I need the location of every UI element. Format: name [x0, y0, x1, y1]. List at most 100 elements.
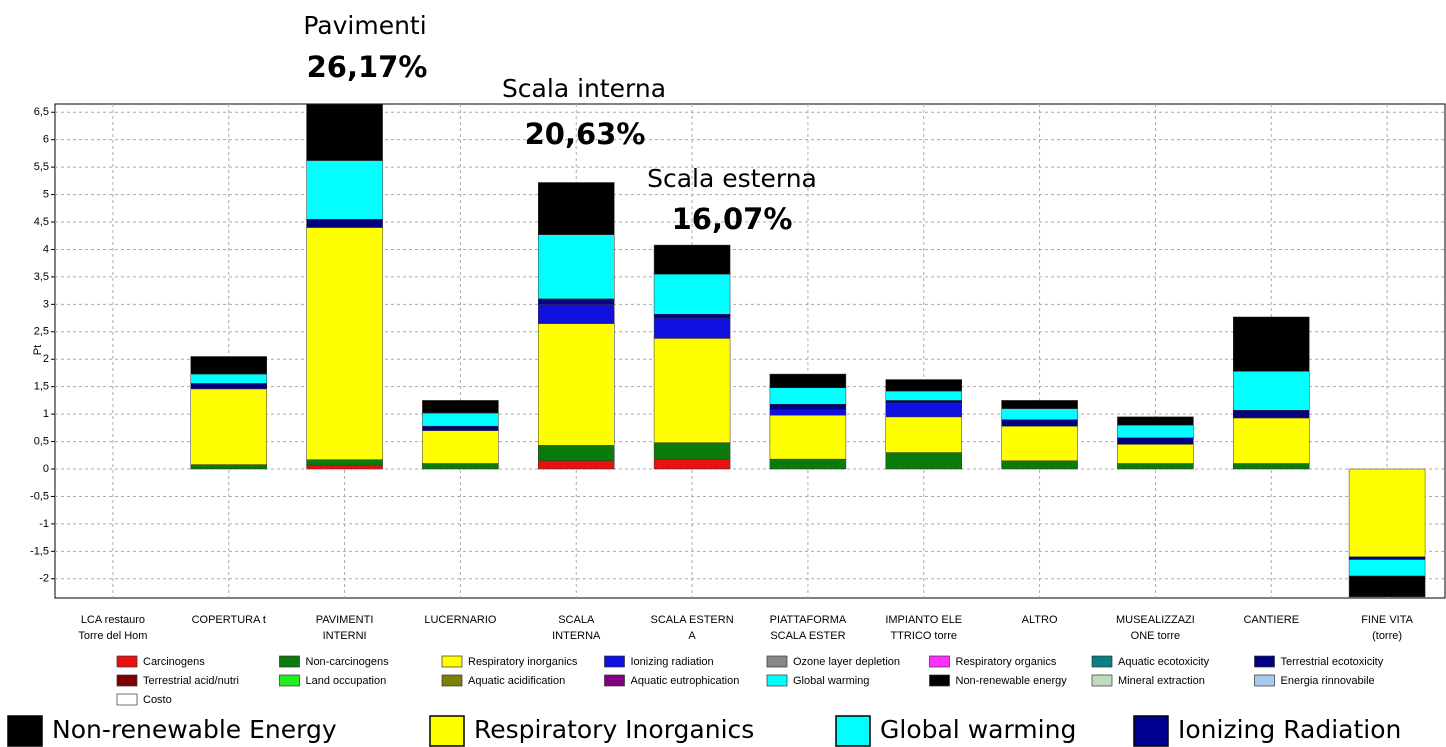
- bar-segment: [769, 373, 847, 389]
- bar-segment: [1117, 444, 1194, 464]
- plot-area: [54, 103, 1446, 599]
- legend-label: Global warming: [793, 675, 869, 687]
- bar-segment: [190, 388, 267, 465]
- y-tick-label: 2: [43, 353, 49, 365]
- y-tick-label: 2,5: [34, 326, 49, 338]
- bar-segment: [769, 458, 847, 470]
- legend-swatch: [116, 674, 138, 687]
- x-tick-label: SCALA INTERNA: [552, 614, 601, 642]
- x-tick-label: LUCERNARIO: [424, 614, 497, 626]
- legend-label: Energia rinnovabile: [1281, 675, 1375, 687]
- legend-swatch: [1091, 674, 1113, 687]
- bar-segment: [653, 442, 731, 460]
- annotation-share: 20,63%: [525, 117, 646, 151]
- y-tick-label: 1: [43, 408, 49, 420]
- bar-segment: [1233, 417, 1310, 464]
- x-tick-label: FINE VITA (torre): [1361, 614, 1413, 642]
- bar-segment: [306, 104, 383, 161]
- legend-swatch: [279, 655, 300, 668]
- bar-segment: [1348, 559, 1426, 577]
- bar-segment: [1117, 437, 1194, 445]
- bar-segment: [190, 464, 267, 470]
- legend-swatch: [116, 655, 138, 668]
- bar-segment: [422, 463, 499, 470]
- bar-segment: [306, 459, 383, 466]
- bar-segment: [885, 379, 962, 392]
- legend-label: Terrestrial acid/nutri: [143, 675, 239, 687]
- bar-segment: [1117, 424, 1194, 438]
- bar-segment: [422, 425, 499, 431]
- y-tick-label: -0,5: [30, 490, 49, 502]
- bar-segment: [1348, 468, 1426, 558]
- annotation-title: Scala esterna: [647, 164, 817, 193]
- bar-segment: [653, 458, 731, 470]
- bars: [190, 104, 1426, 598]
- legend-label: Land occupation: [306, 675, 387, 687]
- bar-segment: [306, 464, 383, 470]
- legend-swatch: [766, 674, 788, 687]
- bar-segment: [422, 412, 499, 427]
- y-tick-label: 6,5: [34, 106, 49, 118]
- bar-segment: [190, 373, 267, 384]
- legend-label: Mineral extraction: [1118, 675, 1205, 687]
- legend-label: Respiratory organics: [956, 656, 1057, 668]
- legend-swatch: [929, 655, 950, 668]
- bar-segment: [538, 323, 615, 446]
- highlight-swatch: [429, 715, 465, 747]
- bar-segment: [1233, 371, 1310, 411]
- bar-segment: [769, 403, 847, 410]
- x-tick-label: CANTIERE: [1243, 614, 1299, 626]
- legend-swatch: [929, 674, 950, 687]
- highlight-swatch: [835, 715, 871, 747]
- x-tick-label: SCALA ESTERN A: [651, 614, 734, 642]
- x-tick-label: IMPIANTO ELE TTRICO torre: [885, 614, 962, 642]
- y-tick-label: -1: [39, 518, 49, 530]
- y-tick-label: 3,5: [34, 271, 49, 283]
- y-tick-label: 1,5: [34, 381, 49, 393]
- y-tick-label: -2: [39, 573, 49, 585]
- x-tick-label: MUSEALIZZAZI ONE torre: [1116, 614, 1195, 642]
- x-tick-label: ALTRO: [1022, 614, 1058, 626]
- legend-label: Ionizing radiation: [631, 656, 714, 668]
- y-tick-label: 5,5: [34, 161, 49, 173]
- x-tick-label: PAVIMENTI INTERNI: [316, 614, 374, 642]
- highlight-label: Non-renewable Energy: [52, 715, 337, 744]
- legend-swatch: [1091, 655, 1113, 668]
- bar-segment: [1233, 316, 1310, 372]
- bar-segment: [885, 452, 962, 470]
- bar-segment: [769, 414, 847, 460]
- bar-segment: [538, 445, 615, 462]
- bar-segment: [1001, 425, 1078, 462]
- highlight-label: Global warming: [880, 715, 1076, 744]
- legend-swatch: [1254, 674, 1275, 687]
- legend-swatch: [766, 655, 788, 668]
- highlight-label: Ionizing Radiation: [1178, 715, 1401, 744]
- bar-segment: [885, 400, 962, 404]
- y-tick-label: 6: [43, 134, 49, 146]
- y-tick-label: 4,5: [34, 216, 49, 228]
- x-tick-label: LCA restauro Torre del Hom: [78, 614, 147, 642]
- legend-label: Non-renewable energy: [956, 675, 1068, 687]
- highlight-swatch: [1133, 715, 1169, 747]
- legend-label: Respiratory inorganics: [468, 656, 578, 668]
- bar-segment: [538, 298, 615, 305]
- bar-segment: [885, 402, 962, 418]
- bar-segment: [422, 400, 499, 414]
- bar-segment: [538, 182, 615, 235]
- y-axis-label: Pt: [32, 345, 44, 355]
- bar-segment: [1001, 400, 1078, 409]
- bar-segment: [1117, 416, 1194, 426]
- legend-label: Aquatic acidification: [468, 675, 565, 687]
- bar-segment: [769, 409, 847, 416]
- bar-segment: [653, 338, 731, 443]
- legend-swatch: [604, 655, 625, 668]
- bar-segment: [190, 356, 267, 375]
- bar-segment: [538, 460, 615, 470]
- bar-segment: [769, 387, 847, 405]
- y-tick-label: 0,5: [34, 435, 49, 447]
- highlight-label: Respiratory Inorganics: [474, 715, 754, 744]
- legend-label: Ozone layer depletion: [793, 656, 900, 668]
- bar-segment: [653, 244, 731, 275]
- legend-swatch: [604, 674, 625, 687]
- y-tick-label: 0: [43, 463, 49, 475]
